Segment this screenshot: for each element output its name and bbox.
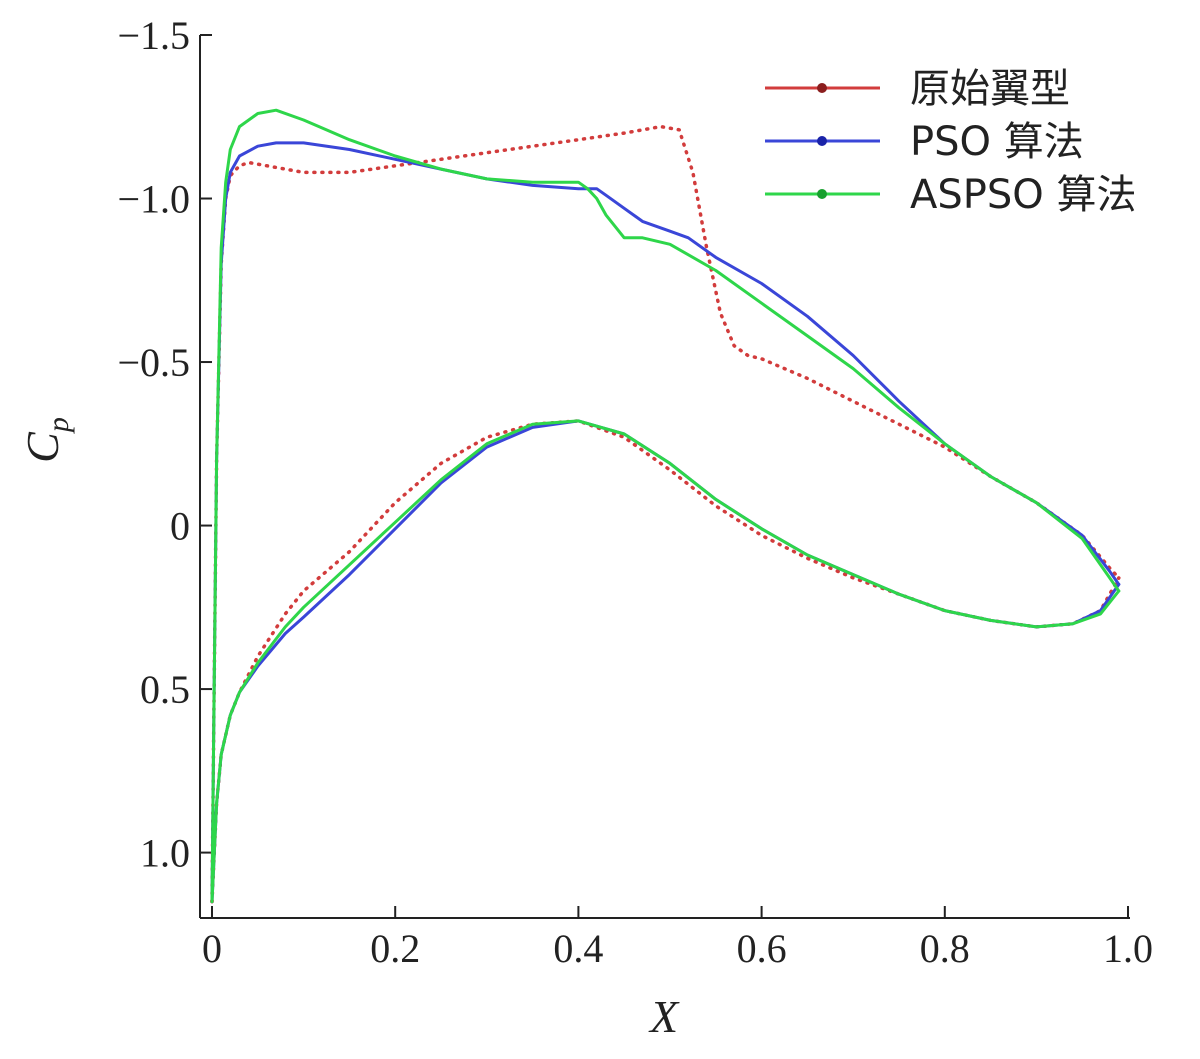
x-tick-label-0: 0 <box>202 926 222 971</box>
y-tick-label-0: −1.5 <box>117 13 190 58</box>
x-ticks: 0 0.2 0.4 0.6 0.8 1.0 <box>202 906 1153 971</box>
series-pso-upper-line <box>210 141 1121 904</box>
x-tick-label-3: 0.6 <box>737 926 787 971</box>
y-ticks: −1.5 −1.0 −0.5 0 0.5 1.0 <box>117 13 212 876</box>
x-tick-label-1: 0.2 <box>370 926 420 971</box>
legend-item-original-airfoil: 原始翼型 <box>765 66 1070 112</box>
x-axis-title: X <box>648 991 680 1042</box>
series-pso-lower-line <box>210 419 1121 904</box>
legend-label-pso: PSO 算法 <box>910 119 1084 165</box>
y-tick-label-4: 0.5 <box>140 667 190 712</box>
axes <box>199 35 1130 919</box>
y-axis-title-main: C <box>17 431 68 463</box>
y-tick-label-2: −0.5 <box>117 340 190 385</box>
y-axis-title: Cp <box>17 417 75 463</box>
x-tick-label-2: 0.4 <box>553 926 603 971</box>
y-tick-label-5: 1.0 <box>140 831 190 876</box>
series-aspso-lower-line <box>210 419 1121 904</box>
y-tick-label-3: 0 <box>170 504 190 549</box>
y-axis-title-subscript: p <box>42 417 75 434</box>
legend-marker-aspso <box>817 189 827 199</box>
x-tick-label-4: 0.8 <box>920 926 970 971</box>
series-layer <box>210 108 1121 904</box>
y-tick-label-1: −1.0 <box>117 177 190 222</box>
series-original-airfoil-lower-line <box>210 419 1121 904</box>
legend-label-aspso: ASPSO 算法 <box>910 172 1136 218</box>
legend-label-original: 原始翼型 <box>910 66 1070 112</box>
series-original-airfoil-upper-line <box>210 124 1121 904</box>
series-aspso-upper-line <box>210 108 1121 904</box>
legend-marker-original <box>817 83 827 93</box>
legend-marker-pso <box>817 136 827 146</box>
legend-item-pso: PSO 算法 <box>765 119 1084 165</box>
x-tick-label-5: 1.0 <box>1103 926 1153 971</box>
legend-item-aspso: ASPSO 算法 <box>765 172 1136 218</box>
legend: 原始翼型 PSO 算法 ASPSO 算法 <box>765 66 1136 218</box>
